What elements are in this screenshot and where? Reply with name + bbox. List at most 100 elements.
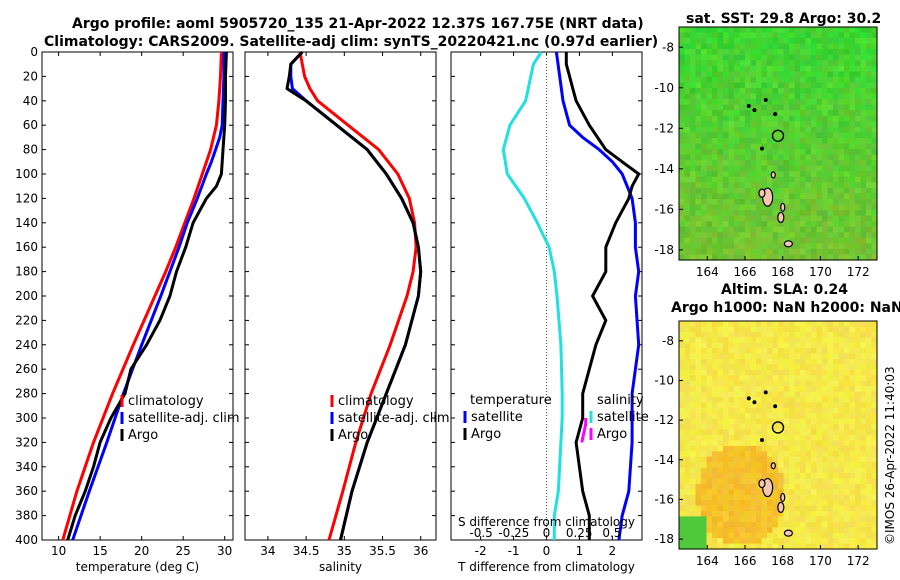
sst_map-cell — [684, 149, 691, 156]
sla_map-ytick-label: -16 — [654, 492, 674, 506]
sla_map-ytick-label: -8 — [662, 334, 674, 348]
sst_map-cell — [794, 176, 801, 183]
sla_map-cell — [849, 348, 856, 355]
sla_map-cell — [783, 451, 790, 458]
sla_map-cell — [833, 473, 840, 479]
sst_map-cell — [695, 99, 702, 106]
sla_map-cell — [827, 369, 834, 376]
sla_map-cell — [800, 478, 807, 485]
sla_map-cell — [750, 538, 757, 545]
sst_map-cell — [789, 132, 796, 139]
sst_map-cell — [728, 121, 735, 128]
sla_map-cell — [679, 359, 686, 365]
sst_map-frame — [678, 26, 878, 261]
sst_map-cell — [800, 71, 807, 78]
sla_map-cell — [772, 424, 779, 431]
sla_map-cell — [816, 342, 823, 349]
sst_map-cell — [844, 121, 851, 128]
sla_map-cell — [750, 543, 757, 550]
sla_map-cell — [794, 348, 801, 355]
sst_map-cell — [750, 193, 757, 200]
sla_map-cell — [822, 505, 829, 512]
sst_map-cell — [838, 187, 845, 194]
sla_map-cell — [789, 386, 796, 393]
sst_map-cell — [871, 32, 878, 39]
sla_map-cell — [767, 369, 774, 376]
sla_map-cell — [745, 516, 752, 523]
sla_map-cell — [866, 511, 873, 517]
sla_map-cell — [745, 359, 752, 365]
sla_map-cell — [723, 321, 730, 327]
sst_map-cell — [695, 187, 702, 194]
sst_map-cell — [811, 43, 818, 50]
sla_map-cell — [855, 380, 862, 387]
sla_map-cell — [728, 445, 735, 452]
sst_map-cell — [745, 199, 752, 206]
sla_map-cell — [712, 473, 719, 479]
sst_map-cell — [690, 54, 697, 61]
sst_map-cell — [695, 110, 702, 117]
sst_map-cell — [855, 232, 862, 239]
sst_map-cell — [805, 187, 812, 194]
sst_map-cell — [783, 60, 790, 67]
sla_map-cell — [728, 462, 735, 469]
sst_map-cell — [805, 82, 812, 89]
sst_map-cell — [794, 237, 801, 244]
sst_map-cell — [750, 176, 757, 183]
sla_map-cell — [827, 424, 834, 431]
sst_map-cell — [772, 204, 779, 211]
sst_map-cell — [800, 176, 807, 183]
sla_map-cell — [871, 326, 878, 333]
sst_map-cell — [734, 160, 741, 167]
sla_map-cell — [745, 451, 752, 458]
sst_map-cell — [794, 32, 801, 39]
sla_map-cell — [734, 375, 741, 382]
sst_map-cell — [805, 243, 812, 250]
sla_map-cell — [860, 505, 867, 512]
sst_map-cell — [772, 99, 779, 106]
sla_map-cell — [844, 511, 851, 517]
sst_map-cell — [783, 154, 790, 161]
sst_map-cell — [871, 221, 878, 228]
sst_map-cell — [871, 237, 878, 244]
sst_map-cell — [794, 187, 801, 194]
sla_map-cell — [679, 527, 686, 534]
sst_map-cell — [811, 171, 818, 178]
sst_map-cell — [866, 154, 873, 161]
sla_map-cell — [822, 538, 829, 545]
sla_map-cell — [734, 494, 741, 501]
sst_map-cell — [723, 32, 730, 39]
sla_map-cell — [695, 407, 702, 414]
sst_map-cell — [756, 210, 763, 217]
sst_map-cell — [701, 49, 708, 56]
sst_map-cell — [855, 210, 862, 217]
sla_map-cell — [866, 369, 873, 376]
sst_map-cell — [805, 71, 812, 78]
sst_map-cell — [778, 182, 785, 189]
sst_map-cell — [767, 232, 774, 239]
sst_map-cell — [822, 226, 829, 233]
sla_map-cell — [866, 543, 873, 550]
sst_map-cell — [811, 165, 818, 172]
sst_map-cell — [706, 115, 713, 122]
sla_map-cell — [778, 451, 785, 458]
sst_map-cell — [783, 32, 790, 39]
sst_map-cell — [717, 65, 724, 72]
sla_map-cell — [706, 467, 713, 474]
sla_map-cell — [728, 397, 735, 403]
sst_map-cell — [838, 54, 845, 61]
sla_map-cell — [745, 511, 752, 517]
sst_map-cell — [822, 110, 829, 117]
sst_map-cell — [723, 88, 730, 95]
sla_map-cell — [767, 516, 774, 523]
sla_map-cell — [695, 348, 702, 355]
depth-tick-label: 300 — [15, 411, 38, 425]
sst_map-cell — [728, 76, 735, 83]
sst_map-cell — [756, 176, 763, 183]
sla_map-cell — [734, 516, 741, 523]
sst_map-cell — [849, 165, 856, 172]
sla_map-cell — [772, 342, 779, 349]
sla_map-cell — [860, 435, 867, 441]
sla_map-cell — [750, 359, 757, 365]
sst_map-cell — [800, 82, 807, 89]
